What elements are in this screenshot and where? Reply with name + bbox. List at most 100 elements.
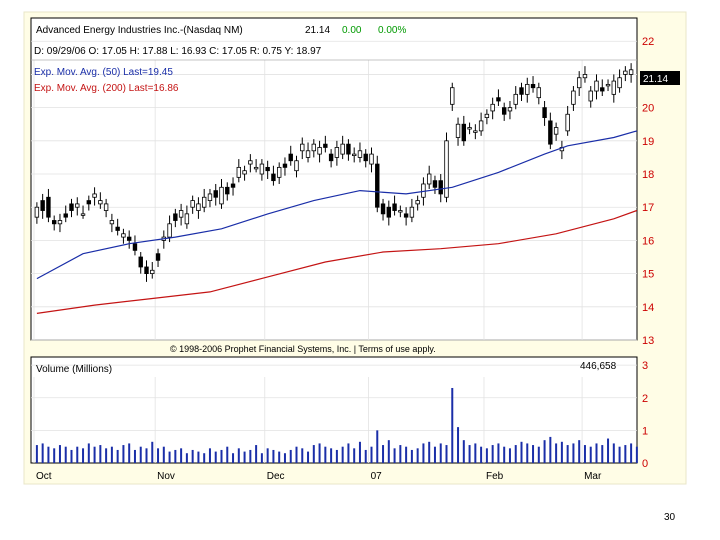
candle-body xyxy=(242,170,247,175)
candle xyxy=(473,124,478,140)
volume-bar xyxy=(514,445,517,463)
candle-body xyxy=(132,243,138,251)
candle xyxy=(155,248,161,267)
volume-bar xyxy=(364,449,367,463)
volume-bars xyxy=(35,387,638,463)
volume-bar xyxy=(583,445,586,463)
candle-body xyxy=(253,166,259,170)
candle xyxy=(225,182,230,201)
month-label: 07 xyxy=(371,471,383,482)
candle-body xyxy=(225,186,230,195)
volume-bar xyxy=(399,445,402,463)
volume-bar xyxy=(382,445,385,463)
candle-body xyxy=(380,203,386,215)
volume-axis: 0 1 2 3 xyxy=(642,360,648,470)
volume-bar xyxy=(58,445,61,463)
candle-body xyxy=(582,74,588,79)
candle-body xyxy=(80,213,86,216)
volume-bar xyxy=(93,446,96,463)
candle-body xyxy=(271,173,276,182)
price-tick-label: 19 xyxy=(642,136,654,148)
volume-bar xyxy=(232,453,235,463)
volume-bar xyxy=(572,443,575,463)
candle-body xyxy=(178,210,184,218)
candle-body xyxy=(86,200,92,205)
volume-bar xyxy=(220,449,223,463)
candle-body xyxy=(75,203,80,208)
candle-body xyxy=(57,220,63,225)
candle xyxy=(213,183,218,206)
candle-body xyxy=(150,269,155,275)
candle xyxy=(207,188,213,208)
candle xyxy=(317,140,322,163)
candle xyxy=(46,188,51,223)
volume-bar xyxy=(353,448,356,463)
candle xyxy=(173,208,178,228)
volume-bar xyxy=(295,446,298,463)
candle xyxy=(628,63,634,83)
volume-bar xyxy=(47,446,50,463)
month-label: Oct xyxy=(36,471,52,482)
candle xyxy=(357,142,363,163)
candle-body xyxy=(288,153,293,162)
candle xyxy=(201,188,207,213)
candle xyxy=(501,102,507,121)
price-badge-box xyxy=(640,71,680,85)
candle xyxy=(455,117,461,146)
candle xyxy=(126,230,132,249)
candle xyxy=(242,165,247,181)
candle-body xyxy=(536,87,542,99)
candle xyxy=(138,252,143,274)
candle-body xyxy=(467,127,472,130)
candle-body xyxy=(34,206,40,218)
candle-body xyxy=(611,80,617,95)
candle xyxy=(34,202,40,224)
price-tick-label: 22 xyxy=(642,36,654,48)
candle xyxy=(375,155,380,213)
candle xyxy=(288,145,293,166)
candle-body xyxy=(375,163,380,208)
volume-bar xyxy=(151,441,154,463)
candle-body xyxy=(282,163,288,168)
candle-body xyxy=(432,180,438,188)
candle-body xyxy=(201,196,207,208)
candle xyxy=(363,149,368,168)
candle-body xyxy=(542,107,547,118)
candle-body xyxy=(138,256,143,268)
volume-bar xyxy=(168,451,171,463)
volume-bar xyxy=(289,449,292,463)
price-panel xyxy=(30,17,638,341)
candle-body xyxy=(386,206,392,218)
candle-body xyxy=(173,213,178,221)
volume-bar xyxy=(393,448,396,463)
candle-body xyxy=(392,203,397,211)
candle xyxy=(103,198,109,218)
volume-bar xyxy=(174,449,177,463)
candle xyxy=(409,198,415,223)
volume-bar xyxy=(410,449,413,463)
volume-bar xyxy=(180,448,183,463)
candle-body xyxy=(126,236,132,241)
page-number: 30 xyxy=(664,512,676,523)
candle-body xyxy=(328,153,334,162)
candle xyxy=(276,162,282,184)
candle-body xyxy=(236,166,242,178)
candle xyxy=(271,165,276,186)
volume-grid xyxy=(31,364,637,463)
volume-bar xyxy=(485,448,488,463)
candle xyxy=(51,215,57,231)
volume-bar xyxy=(64,446,67,463)
candle-body xyxy=(409,206,415,218)
price-axis: 13 14 15 16 17 18 19 20 22 xyxy=(642,36,654,347)
volume-bar xyxy=(260,453,263,463)
volume-bar xyxy=(376,430,379,463)
volume-bar xyxy=(503,446,506,463)
volume-tick-label: 3 xyxy=(642,360,648,372)
volume-bar xyxy=(468,445,471,463)
month-label: Mar xyxy=(584,471,602,482)
volume-bar xyxy=(589,446,592,463)
candle xyxy=(92,187,97,206)
volume-bar xyxy=(145,448,148,463)
volume-bar xyxy=(191,449,194,463)
candle-body xyxy=(323,143,328,148)
